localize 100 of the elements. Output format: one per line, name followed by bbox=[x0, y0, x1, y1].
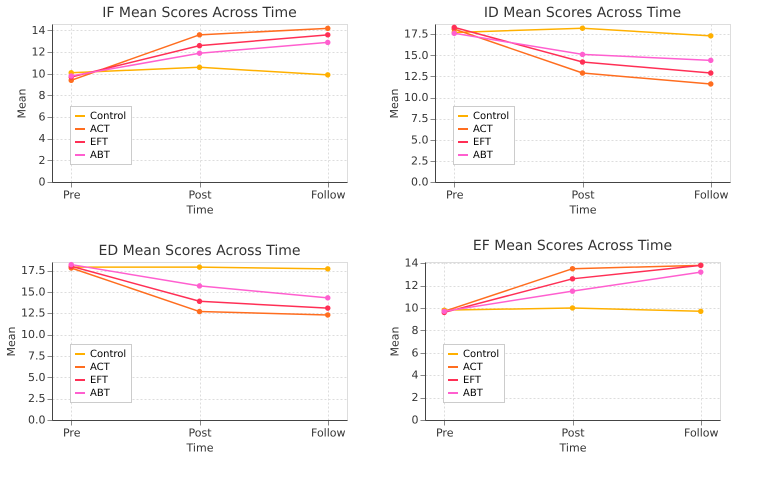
point bbox=[698, 269, 704, 275]
y-tick-label: 4 bbox=[38, 132, 46, 146]
y-tick-label: 12.5 bbox=[21, 306, 46, 320]
point bbox=[196, 308, 202, 314]
point bbox=[570, 305, 576, 311]
legend-label: ABT bbox=[90, 388, 111, 399]
point bbox=[325, 295, 330, 301]
y-tick-label: 10.0 bbox=[21, 328, 46, 342]
legend-label: ACT bbox=[90, 124, 111, 135]
point bbox=[325, 32, 330, 38]
point bbox=[580, 70, 586, 76]
y-tick-label: 6 bbox=[38, 110, 46, 124]
x-axis-title: Time bbox=[186, 204, 214, 216]
point bbox=[580, 59, 586, 65]
legend-label: ACT bbox=[463, 362, 484, 373]
point bbox=[708, 70, 714, 76]
x-tick-label: Post bbox=[188, 426, 212, 440]
y-tick-label: 2.5 bbox=[28, 392, 46, 406]
legend-label: Control bbox=[473, 111, 510, 122]
y-tick-label: 10 bbox=[404, 301, 418, 314]
x-tick-label: Post bbox=[561, 426, 586, 440]
point bbox=[196, 32, 202, 38]
point bbox=[708, 81, 714, 87]
y-tick-label: 0.0 bbox=[411, 176, 428, 188]
y-tick-label: 2 bbox=[38, 154, 46, 167]
y-tick-label: 6 bbox=[412, 346, 418, 360]
x-tick-label: Pre bbox=[436, 426, 454, 440]
y-tick-label: 0.0 bbox=[28, 414, 46, 426]
legend-label: Control bbox=[90, 349, 126, 360]
point bbox=[325, 72, 330, 78]
y-tick-label: 5.0 bbox=[411, 133, 428, 146]
point bbox=[196, 64, 202, 70]
y-tick-label: 5.0 bbox=[28, 370, 46, 384]
y-axis-title: Mean bbox=[5, 326, 18, 356]
point bbox=[196, 42, 202, 48]
x-tick-label: Pre bbox=[62, 426, 81, 440]
y-tick-label: 7.5 bbox=[411, 112, 428, 126]
x-axis-title: Time bbox=[568, 204, 597, 216]
legend-label: EFT bbox=[463, 375, 482, 386]
y-axis-title: Mean bbox=[388, 88, 402, 118]
y-tick-label: 12 bbox=[404, 279, 418, 292]
legend-label: ACT bbox=[473, 124, 494, 135]
x-tick-label: Follow bbox=[694, 188, 729, 202]
y-axis-title: Mean bbox=[388, 326, 402, 356]
x-tick-label: Follow bbox=[311, 426, 346, 440]
y-tick-label: 12 bbox=[32, 46, 46, 59]
x-axis-title: Time bbox=[558, 442, 587, 454]
point bbox=[196, 298, 202, 304]
y-tick-label: 7.5 bbox=[28, 349, 46, 362]
point bbox=[708, 33, 714, 39]
y-tick-label: 8 bbox=[38, 88, 46, 102]
x-axis-title: Time bbox=[186, 442, 214, 454]
y-tick-label: 2.5 bbox=[411, 154, 428, 168]
y-tick-label: 0 bbox=[412, 414, 418, 426]
point bbox=[325, 305, 330, 311]
y-tick-label: 12.5 bbox=[404, 70, 428, 83]
legend-label: Control bbox=[90, 111, 126, 122]
point bbox=[570, 266, 576, 272]
chart-title: IF Mean Scores Across Time bbox=[102, 5, 297, 21]
y-tick-label: 2 bbox=[412, 391, 418, 404]
point bbox=[325, 266, 330, 272]
legend-label: EFT bbox=[90, 375, 109, 386]
y-tick-label: 4 bbox=[412, 368, 418, 382]
y-axis-title: Mean bbox=[16, 88, 29, 118]
point bbox=[325, 40, 330, 46]
x-tick-label: Follow bbox=[311, 188, 346, 202]
point bbox=[325, 26, 330, 32]
y-tick-label: 15.0 bbox=[21, 285, 46, 298]
chart-title: EF Mean Scores Across Time bbox=[472, 238, 672, 254]
legend-label: ABT bbox=[473, 150, 494, 161]
chart-title: ED Mean Scores Across Time bbox=[98, 242, 300, 259]
point bbox=[580, 25, 586, 31]
point bbox=[196, 264, 202, 270]
y-tick-label: 0 bbox=[38, 176, 46, 188]
y-tick-label: 10.0 bbox=[404, 91, 428, 104]
y-tick-label: 14 bbox=[32, 24, 46, 37]
point bbox=[570, 276, 576, 282]
x-tick-label: Follow bbox=[684, 426, 719, 440]
legend-label: EFT bbox=[473, 137, 492, 148]
point bbox=[580, 52, 586, 58]
y-tick-label: 17.5 bbox=[21, 264, 46, 278]
chart-title: ID Mean Scores Across Time bbox=[484, 5, 682, 21]
legend-label: EFT bbox=[90, 137, 109, 148]
legend-label: ACT bbox=[90, 362, 111, 373]
y-tick-label: 14 bbox=[404, 256, 418, 270]
x-tick-label: Pre bbox=[62, 188, 81, 202]
legend-label: Control bbox=[463, 349, 500, 360]
y-tick-label: 17.5 bbox=[404, 28, 428, 41]
x-tick-label: Post bbox=[571, 188, 596, 202]
x-tick-label: Pre bbox=[446, 188, 464, 202]
point bbox=[325, 312, 330, 318]
x-tick-label: Post bbox=[188, 188, 212, 202]
point bbox=[196, 283, 202, 289]
point bbox=[708, 58, 714, 64]
y-tick-label: 8 bbox=[412, 324, 418, 337]
point bbox=[698, 308, 704, 314]
point bbox=[196, 50, 202, 56]
legend-label: ABT bbox=[463, 388, 484, 399]
y-tick-label: 15.0 bbox=[404, 48, 428, 62]
point bbox=[570, 288, 576, 294]
